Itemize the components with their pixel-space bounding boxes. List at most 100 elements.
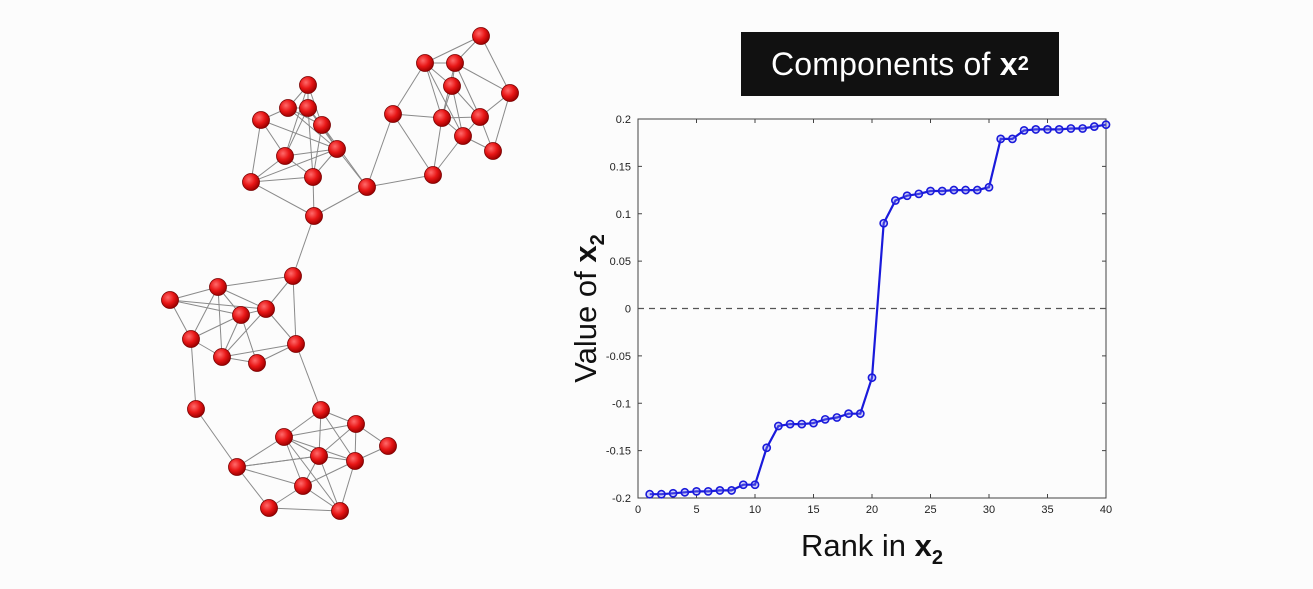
graph-node: [252, 111, 270, 129]
graph-edge: [250, 176, 314, 183]
graph-edge: [454, 62, 481, 118]
x-tick-label: 20: [866, 504, 878, 516]
graph-node: [304, 168, 322, 186]
graph-edge: [432, 117, 443, 176]
graph-edge: [302, 460, 356, 487]
graph-edge: [492, 92, 511, 152]
data-point: [855, 409, 865, 419]
graph-edge: [268, 507, 341, 512]
data-point: [914, 189, 924, 199]
series-line: [649, 123, 1107, 496]
graph-edge: [195, 408, 238, 468]
graph-node: [433, 109, 451, 127]
y-axis-label: Value of x2: [568, 234, 609, 382]
graph-edge: [169, 299, 242, 316]
graph-node: [472, 27, 490, 45]
graph-edge: [292, 275, 297, 345]
y-tick-label: 0.2: [616, 114, 631, 126]
graph-node: [328, 140, 346, 158]
graph-edge: [307, 107, 314, 178]
data-point: [961, 185, 970, 195]
graph-edge: [250, 119, 262, 183]
x-tick-label: 25: [924, 504, 936, 516]
chart-title-text: Components of: [770, 45, 991, 82]
network-graph: [161, 27, 519, 520]
data-point: [668, 488, 678, 498]
y-axis-label-sub: 2: [587, 234, 609, 245]
x-tick-label: 15: [807, 504, 819, 516]
data-point: [844, 409, 853, 419]
graph-edge: [392, 62, 426, 115]
graph-node: [454, 127, 472, 145]
y-tick-label: 0.05: [610, 256, 631, 268]
graph-node: [182, 330, 200, 348]
data-point: [1066, 124, 1076, 133]
graph-edge: [283, 436, 341, 512]
graph-edge: [454, 62, 511, 94]
graph-node: [313, 116, 331, 134]
graph-edge: [169, 299, 267, 310]
x-tick-label: 40: [1100, 504, 1112, 516]
graph-edge: [292, 215, 315, 277]
graph-node: [299, 76, 317, 94]
y-tick-label: -0.2: [612, 493, 631, 505]
graph-node: [294, 477, 312, 495]
data-point: [657, 489, 666, 499]
graph-node: [443, 77, 461, 95]
chart-title-var: x: [999, 45, 1018, 82]
y-tick-label: -0.05: [606, 351, 631, 363]
graph-node: [299, 99, 317, 117]
graph-node: [232, 306, 250, 324]
data-point: [727, 486, 736, 495]
y-axis-label-var: x: [568, 245, 603, 263]
graph-node: [209, 278, 227, 296]
graph-node: [260, 499, 278, 517]
data-point: [1078, 124, 1087, 133]
graph-edge: [236, 455, 320, 468]
graph-edge: [480, 35, 511, 94]
chart-title-sub: 2: [1017, 52, 1030, 75]
graph-edge: [221, 343, 297, 358]
x-axis-label-prefix: Rank in: [801, 528, 915, 563]
data-point: [1031, 125, 1041, 134]
data-point: [1101, 120, 1111, 130]
graph-node: [484, 142, 502, 160]
graph-edge: [190, 338, 197, 410]
graph-edge: [320, 409, 356, 462]
graph-edge: [424, 35, 482, 64]
data-point: [1043, 125, 1052, 134]
x-axis-label-var: x: [915, 528, 933, 563]
graph-node: [161, 291, 179, 309]
graph-node: [416, 54, 434, 72]
graph-node: [331, 502, 349, 520]
graph-node: [287, 335, 305, 353]
data-point: [715, 486, 725, 495]
graph-edge: [250, 181, 315, 217]
graph-node: [213, 348, 231, 366]
data-point: [1054, 125, 1064, 134]
x-axis-label-sub: 2: [932, 547, 943, 569]
graph-node: [275, 428, 293, 446]
y-tick-label: 0.1: [616, 209, 631, 221]
graph-node: [284, 267, 302, 285]
data-point: [680, 487, 690, 497]
data-point: [984, 182, 994, 192]
data-point: [972, 185, 982, 195]
data-point: [797, 419, 807, 429]
data-point: [879, 218, 889, 228]
data-point: [774, 421, 783, 431]
x-tick-labels: 0 5 10 15 20 25 30 35 40: [635, 504, 1112, 516]
graph-edge: [190, 286, 219, 340]
graph-edge: [313, 186, 368, 217]
graph-node: [257, 300, 275, 318]
data-point: [750, 480, 760, 490]
graph-node: [358, 178, 376, 196]
y-tick-label: -0.15: [606, 446, 631, 458]
graph-node: [347, 415, 365, 433]
data-point: [692, 486, 701, 496]
graph-edge: [424, 62, 443, 119]
data-point: [703, 486, 713, 496]
graph-node: [187, 400, 205, 418]
